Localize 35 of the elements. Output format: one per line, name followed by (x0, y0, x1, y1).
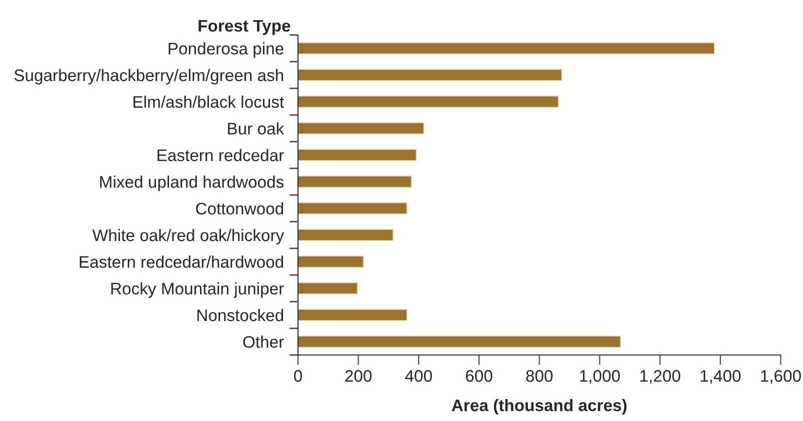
x-tick-label: 400 (405, 370, 432, 382)
y-tick-label: White oak/red oak/hickory (92, 228, 284, 244)
bar (298, 256, 364, 268)
y-axis-title: Forest Type (198, 20, 290, 35)
bar (298, 176, 412, 188)
y-tick-label: Sugarberry/hackberry/elm/green ash (14, 68, 284, 84)
bar (298, 282, 358, 294)
x-tick-label: 1,400 (700, 370, 741, 384)
y-tick-label: Ponderosa pine (168, 42, 284, 58)
y-tick-label: Cottonwood (196, 202, 284, 215)
x-tick-label: 200 (345, 370, 372, 382)
bar (298, 308, 408, 322)
bar (298, 228, 394, 242)
y-tick-label: Eastern redcedar/hardwood (80, 256, 284, 268)
bar (298, 202, 408, 214)
x-tick-label: 1,200 (640, 370, 680, 384)
x-tick-label: 800 (526, 370, 553, 382)
y-tick-label: Mixed upland hardwoods (100, 176, 284, 192)
x-tick-label: 1,000 (580, 370, 620, 384)
bar (298, 42, 715, 54)
x-tick-label: 600 (466, 370, 492, 382)
x-tick-label: 0 (294, 370, 302, 382)
y-tick-label: Rocky Mountain juniper (111, 282, 284, 298)
bar (298, 148, 417, 162)
bar (298, 68, 562, 82)
y-tick-label: Bur oak (228, 122, 284, 135)
y-tick-label: Elm/ash/black locust (134, 96, 284, 108)
y-tick-label: Eastern redcedar (158, 148, 284, 162)
bar (298, 336, 621, 348)
y-tick-label: Nonstocked (197, 308, 284, 322)
bar (298, 122, 424, 134)
y-tick-label: Other (243, 336, 284, 348)
x-axis-title: Area (thousand acres) (452, 399, 627, 415)
bar (298, 96, 559, 108)
x-tick-label: 1,600 (761, 370, 801, 384)
